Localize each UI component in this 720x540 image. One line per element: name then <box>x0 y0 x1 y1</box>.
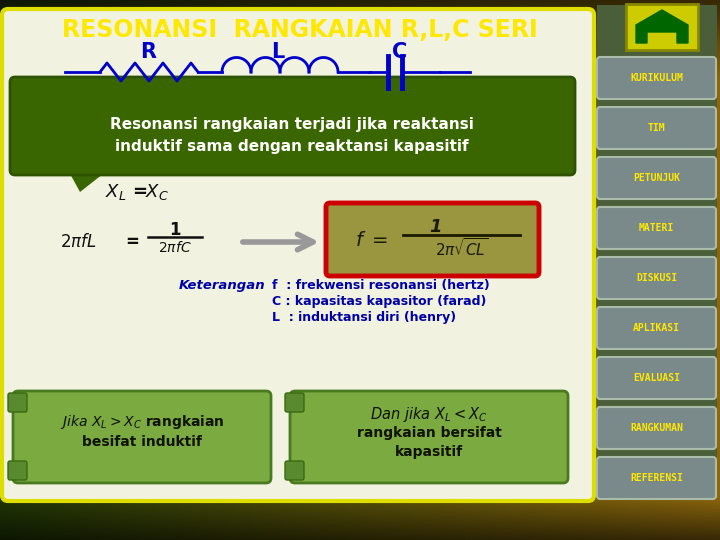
FancyBboxPatch shape <box>597 107 716 149</box>
Text: Resonansi rangkaian terjadi jika reaktansi: Resonansi rangkaian terjadi jika reaktan… <box>110 118 474 132</box>
Text: MATERI: MATERI <box>639 223 674 233</box>
Text: =: = <box>125 233 139 251</box>
FancyBboxPatch shape <box>597 257 716 299</box>
Text: Keterangan: Keterangan <box>179 279 265 292</box>
Polygon shape <box>68 170 108 192</box>
FancyBboxPatch shape <box>13 391 271 483</box>
FancyBboxPatch shape <box>285 393 304 412</box>
Text: $2\pi\sqrt{CL}$: $2\pi\sqrt{CL}$ <box>436 237 489 259</box>
Text: $2\pi fL$: $2\pi fL$ <box>60 233 96 251</box>
Text: L  : induktansi diri (henry): L : induktansi diri (henry) <box>272 310 456 323</box>
Text: $Dan\ jika\ X_L < X_C$: $Dan\ jika\ X_L < X_C$ <box>370 406 488 424</box>
Text: TIM: TIM <box>648 123 665 133</box>
FancyBboxPatch shape <box>2 9 594 501</box>
Text: DISKUSI: DISKUSI <box>636 273 677 283</box>
FancyBboxPatch shape <box>290 391 568 483</box>
Text: L: L <box>271 42 284 62</box>
Bar <box>597 5 717 495</box>
FancyBboxPatch shape <box>597 307 716 349</box>
FancyBboxPatch shape <box>597 207 716 249</box>
Text: RANGKUMAN: RANGKUMAN <box>630 423 683 433</box>
Text: f  : frekwensi resonansi (hertz): f : frekwensi resonansi (hertz) <box>272 279 490 292</box>
Polygon shape <box>636 10 688 43</box>
Text: kapasitif: kapasitif <box>395 445 463 459</box>
Text: 1: 1 <box>428 218 441 236</box>
Text: induktif sama dengan reaktansi kapasitif: induktif sama dengan reaktansi kapasitif <box>115 139 469 154</box>
FancyBboxPatch shape <box>8 461 27 480</box>
FancyBboxPatch shape <box>626 4 698 50</box>
Text: $f\ =$: $f\ =$ <box>355 231 388 249</box>
Text: APLIKASI: APLIKASI <box>633 323 680 333</box>
FancyBboxPatch shape <box>597 357 716 399</box>
Text: KURIKULUM: KURIKULUM <box>630 73 683 83</box>
Text: 1: 1 <box>169 221 181 239</box>
Text: $Jika\ X_L > X_C$ rangkaian: $Jika\ X_L > X_C$ rangkaian <box>60 413 225 431</box>
FancyBboxPatch shape <box>597 457 716 499</box>
FancyBboxPatch shape <box>285 461 304 480</box>
Text: C: C <box>392 42 408 62</box>
Text: besifat induktif: besifat induktif <box>82 435 202 449</box>
FancyArrowPatch shape <box>243 234 313 250</box>
Text: EVALUASI: EVALUASI <box>633 373 680 383</box>
Text: C : kapasitas kapasitor (farad): C : kapasitas kapasitor (farad) <box>272 294 487 307</box>
Text: $X_C$: $X_C$ <box>145 182 169 202</box>
Text: RESONANSI  RANGKAIAN R,L,C SERI: RESONANSI RANGKAIAN R,L,C SERI <box>62 18 538 42</box>
FancyBboxPatch shape <box>597 57 716 99</box>
Text: R: R <box>140 42 156 62</box>
Text: REFERENSI: REFERENSI <box>630 473 683 483</box>
Text: rangkaian bersifat: rangkaian bersifat <box>356 426 501 440</box>
FancyBboxPatch shape <box>10 77 575 175</box>
Text: PETUNJUK: PETUNJUK <box>633 173 680 183</box>
Text: $2\pi fC$: $2\pi fC$ <box>158 240 192 254</box>
FancyBboxPatch shape <box>8 393 27 412</box>
Text: $X_L$: $X_L$ <box>105 182 127 202</box>
FancyBboxPatch shape <box>597 157 716 199</box>
Text: =: = <box>132 183 147 201</box>
FancyBboxPatch shape <box>597 407 716 449</box>
FancyBboxPatch shape <box>326 203 539 276</box>
